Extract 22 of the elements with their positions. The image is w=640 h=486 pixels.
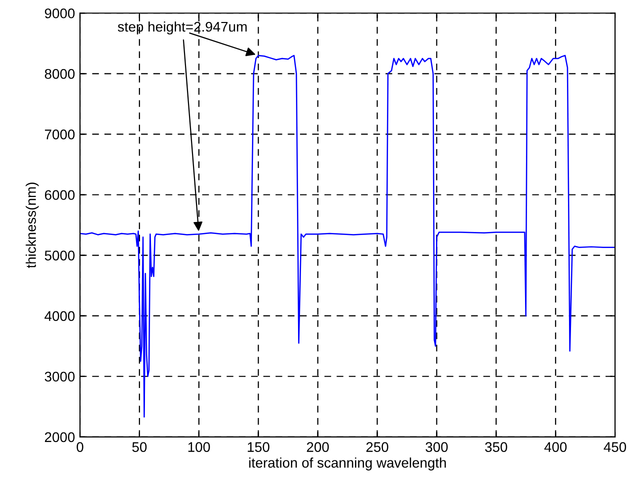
- y-tick-label: 8000: [44, 69, 75, 79]
- y-tick-label: 6000: [44, 190, 75, 200]
- x-tick-label: 400: [544, 442, 567, 452]
- y-tick-label: 7000: [44, 130, 75, 140]
- x-tick-label: 300: [426, 442, 448, 452]
- x-tick-label: 50: [132, 442, 147, 452]
- x-tick-label: 150: [248, 442, 270, 452]
- y-tick-label: 9000: [44, 8, 75, 18]
- x-tick-label: 100: [188, 442, 210, 452]
- y-axis-title: thickness(nm): [26, 182, 39, 268]
- y-tick-label: 5000: [44, 250, 75, 260]
- x-tick-label: 200: [306, 442, 329, 452]
- x-axis-title: iteration of scanning wavelength: [249, 458, 446, 470]
- y-tick-label: 2000: [44, 432, 75, 442]
- x-tick-label: 250: [366, 442, 388, 452]
- annotation: step height=2.947um: [118, 21, 247, 34]
- y-tick-label: 3000: [44, 372, 75, 382]
- x-tick-label: 350: [485, 442, 508, 452]
- y-tick-label: 4000: [44, 311, 75, 321]
- x-tick-label: 0: [76, 442, 84, 452]
- line-series: [80, 54, 616, 418]
- x-tick-label: 450: [604, 442, 626, 452]
